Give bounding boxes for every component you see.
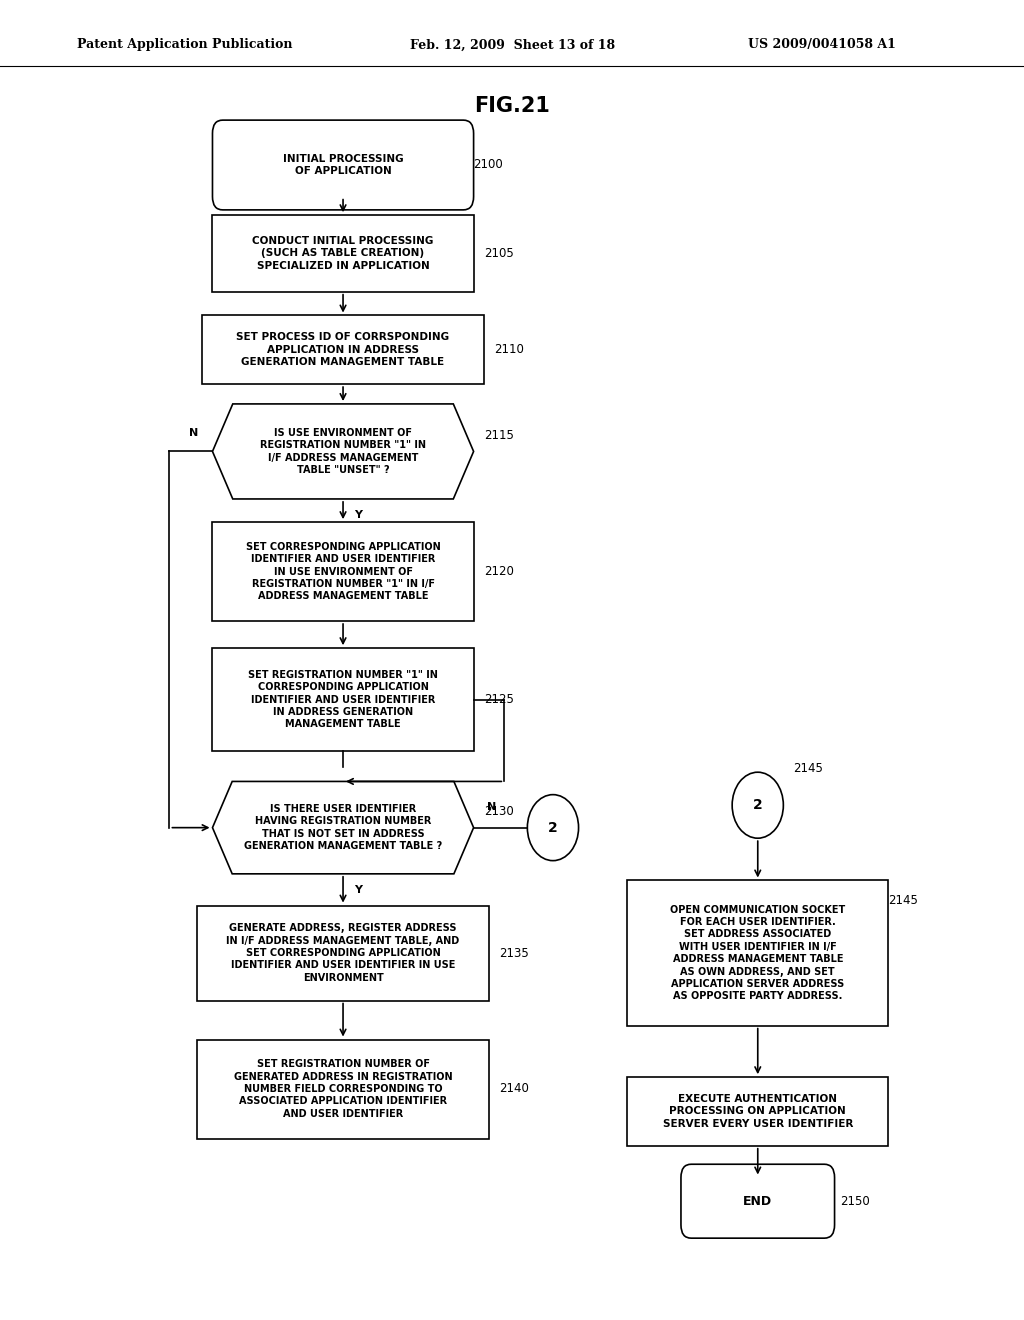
Text: Y: Y (354, 884, 362, 895)
FancyBboxPatch shape (681, 1164, 835, 1238)
Text: SET CORRESPONDING APPLICATION
IDENTIFIER AND USER IDENTIFIER
IN USE ENVIRONMENT : SET CORRESPONDING APPLICATION IDENTIFIER… (246, 541, 440, 602)
Bar (213, 648, 473, 751)
Text: Feb. 12, 2009  Sheet 13 of 18: Feb. 12, 2009 Sheet 13 of 18 (410, 38, 614, 51)
Bar (627, 1077, 889, 1146)
Text: EXECUTE AUTHENTICATION
PROCESSING ON APPLICATION
SERVER EVERY USER IDENTIFIER: EXECUTE AUTHENTICATION PROCESSING ON APP… (663, 1094, 853, 1129)
Text: N: N (487, 801, 497, 812)
Text: N: N (189, 428, 199, 438)
Text: 2110: 2110 (495, 343, 524, 356)
Text: 2125: 2125 (484, 693, 514, 706)
Text: Patent Application Publication: Patent Application Publication (77, 38, 292, 51)
Bar (213, 215, 473, 292)
Text: 2145: 2145 (888, 894, 919, 907)
Text: 2150: 2150 (840, 1195, 869, 1208)
Text: 2105: 2105 (484, 247, 514, 260)
Text: 2140: 2140 (500, 1082, 529, 1096)
Text: 2135: 2135 (500, 946, 529, 960)
Text: Y: Y (354, 510, 362, 520)
Text: SET REGISTRATION NUMBER OF
GENERATED ADDRESS IN REGISTRATION
NUMBER FIELD CORRES: SET REGISTRATION NUMBER OF GENERATED ADD… (233, 1059, 453, 1119)
FancyBboxPatch shape (213, 120, 473, 210)
Text: SET PROCESS ID OF CORRSPONDING
APPLICATION IN ADDRESS
GENERATION MANAGEMENT TABL: SET PROCESS ID OF CORRSPONDING APPLICATI… (237, 333, 450, 367)
Text: SET REGISTRATION NUMBER "1" IN
CORRESPONDING APPLICATION
IDENTIFIER AND USER IDE: SET REGISTRATION NUMBER "1" IN CORRESPON… (248, 669, 438, 730)
Text: 2115: 2115 (484, 429, 514, 442)
Circle shape (527, 795, 579, 861)
Text: 2: 2 (548, 821, 558, 834)
Bar (198, 1040, 489, 1138)
Text: 2130: 2130 (484, 805, 514, 818)
Text: END: END (743, 1195, 772, 1208)
Text: CONDUCT INITIAL PROCESSING
(SUCH AS TABLE CREATION)
SPECIALIZED IN APPLICATION: CONDUCT INITIAL PROCESSING (SUCH AS TABL… (252, 236, 434, 271)
Text: 2120: 2120 (484, 565, 514, 578)
Text: 2: 2 (753, 799, 763, 812)
Text: GENERATE ADDRESS, REGISTER ADDRESS
IN I/F ADDRESS MANAGEMENT TABLE, AND
SET CORR: GENERATE ADDRESS, REGISTER ADDRESS IN I/… (226, 923, 460, 983)
Polygon shape (213, 404, 473, 499)
Text: IS USE ENVIRONMENT OF
REGISTRATION NUMBER "1" IN
I/F ADDRESS MANAGEMENT
TABLE "U: IS USE ENVIRONMENT OF REGISTRATION NUMBE… (260, 428, 426, 475)
Text: US 2009/0041058 A1: US 2009/0041058 A1 (748, 38, 895, 51)
Text: OPEN COMMUNICATION SOCKET
FOR EACH USER IDENTIFIER.
SET ADDRESS ASSOCIATED
WITH : OPEN COMMUNICATION SOCKET FOR EACH USER … (670, 904, 846, 1002)
Text: 2145: 2145 (794, 762, 823, 775)
Text: 2100: 2100 (473, 158, 504, 172)
Text: IS THERE USER IDENTIFIER
HAVING REGISTRATION NUMBER
THAT IS NOT SET IN ADDRESS
G: IS THERE USER IDENTIFIER HAVING REGISTRA… (244, 804, 442, 851)
Bar (203, 315, 484, 384)
Text: FIG.21: FIG.21 (474, 95, 550, 116)
Circle shape (732, 772, 783, 838)
Text: INITIAL PROCESSING
OF APPLICATION: INITIAL PROCESSING OF APPLICATION (283, 154, 403, 176)
Bar (198, 906, 489, 1001)
Bar (627, 880, 889, 1026)
Polygon shape (213, 781, 473, 874)
Bar (213, 523, 473, 622)
